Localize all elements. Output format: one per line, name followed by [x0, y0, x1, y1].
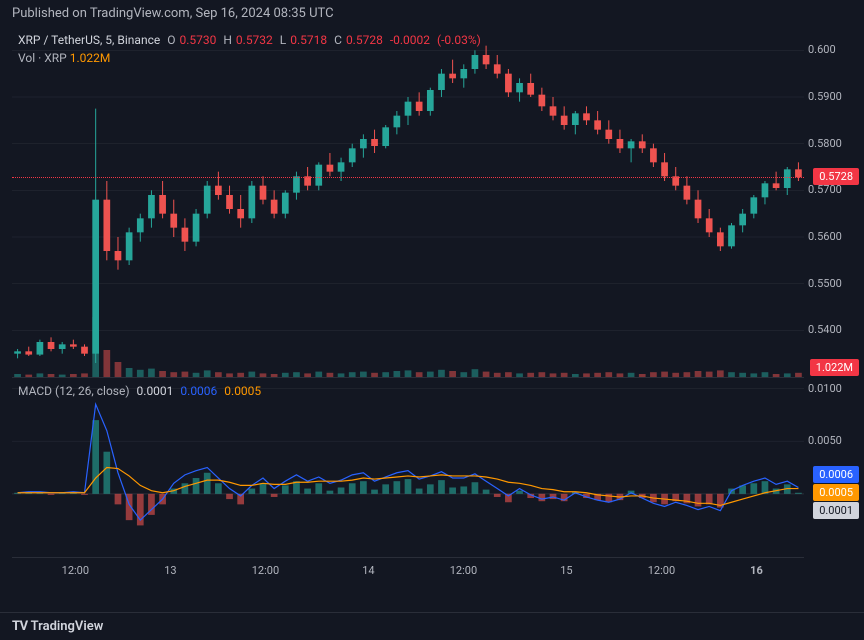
ohlc-change: -0.0002 [390, 33, 430, 47]
macd-info-line: MACD (12, 26, close) 0.0001 0.0006 0.000… [18, 384, 265, 398]
ohlc-h: 0.5732 [236, 33, 273, 47]
ohlc-o: 0.5730 [179, 33, 216, 47]
macd-macd-value: 0.0006 [180, 384, 217, 398]
ohlc-o-label: O [167, 33, 175, 47]
volume-info-line: Vol · XRP 1.022M [18, 51, 110, 65]
time-x-axis: 12:001312:001412:001512:0016 [12, 557, 804, 587]
macd-canvas [12, 378, 804, 557]
current-price-badge: 0.5728 [813, 168, 859, 185]
symbol-info-line: XRP / TetherUS, 5, Binance O 0.5730 H 0.57… [18, 33, 485, 47]
symbol-pair: XRP / TetherUS, 5, Binance [18, 33, 160, 47]
macd-hist-value: 0.0001 [137, 384, 174, 398]
price-y-axis: 0.6000.59000.58000.57000.56000.55000.540… [804, 27, 859, 377]
chart-area: XRP / TetherUS, 5, Binance O 0.5730 H 0.57… [0, 27, 864, 587]
ohlc-h-label: H [223, 33, 232, 47]
macd-chart[interactable]: MACD (12, 26, close) 0.0001 0.0006 0.000… [12, 377, 804, 557]
publish-text: Published on TradingView.com, Sep 16, 20… [12, 6, 334, 21]
volume-value: 1.022M [70, 51, 111, 65]
volume-label: Vol · XRP [18, 51, 67, 65]
macd-signal-value: 0.0005 [224, 384, 261, 398]
ohlc-l-label: L [280, 33, 286, 47]
price-canvas [12, 27, 804, 377]
publish-header: Published on TradingView.com, Sep 16, 20… [0, 0, 864, 27]
ohlc-l: 0.5718 [290, 33, 327, 47]
price-chart[interactable]: XRP / TetherUS, 5, Binance O 0.5730 H 0.57… [12, 27, 804, 377]
footer: TV TradingView [0, 612, 864, 640]
tradingview-brand: TradingView [31, 619, 104, 634]
ohlc-c: 0.5728 [346, 33, 383, 47]
ohlc-change-pct: (-0.03%) [437, 33, 481, 47]
volume-badge: 1.022M [810, 359, 859, 376]
ohlc-c-label: C [334, 33, 342, 47]
tradingview-logo-icon: TV [12, 619, 28, 634]
current-price-line [12, 177, 804, 178]
macd-label: MACD (12, 26, close) [18, 384, 130, 398]
